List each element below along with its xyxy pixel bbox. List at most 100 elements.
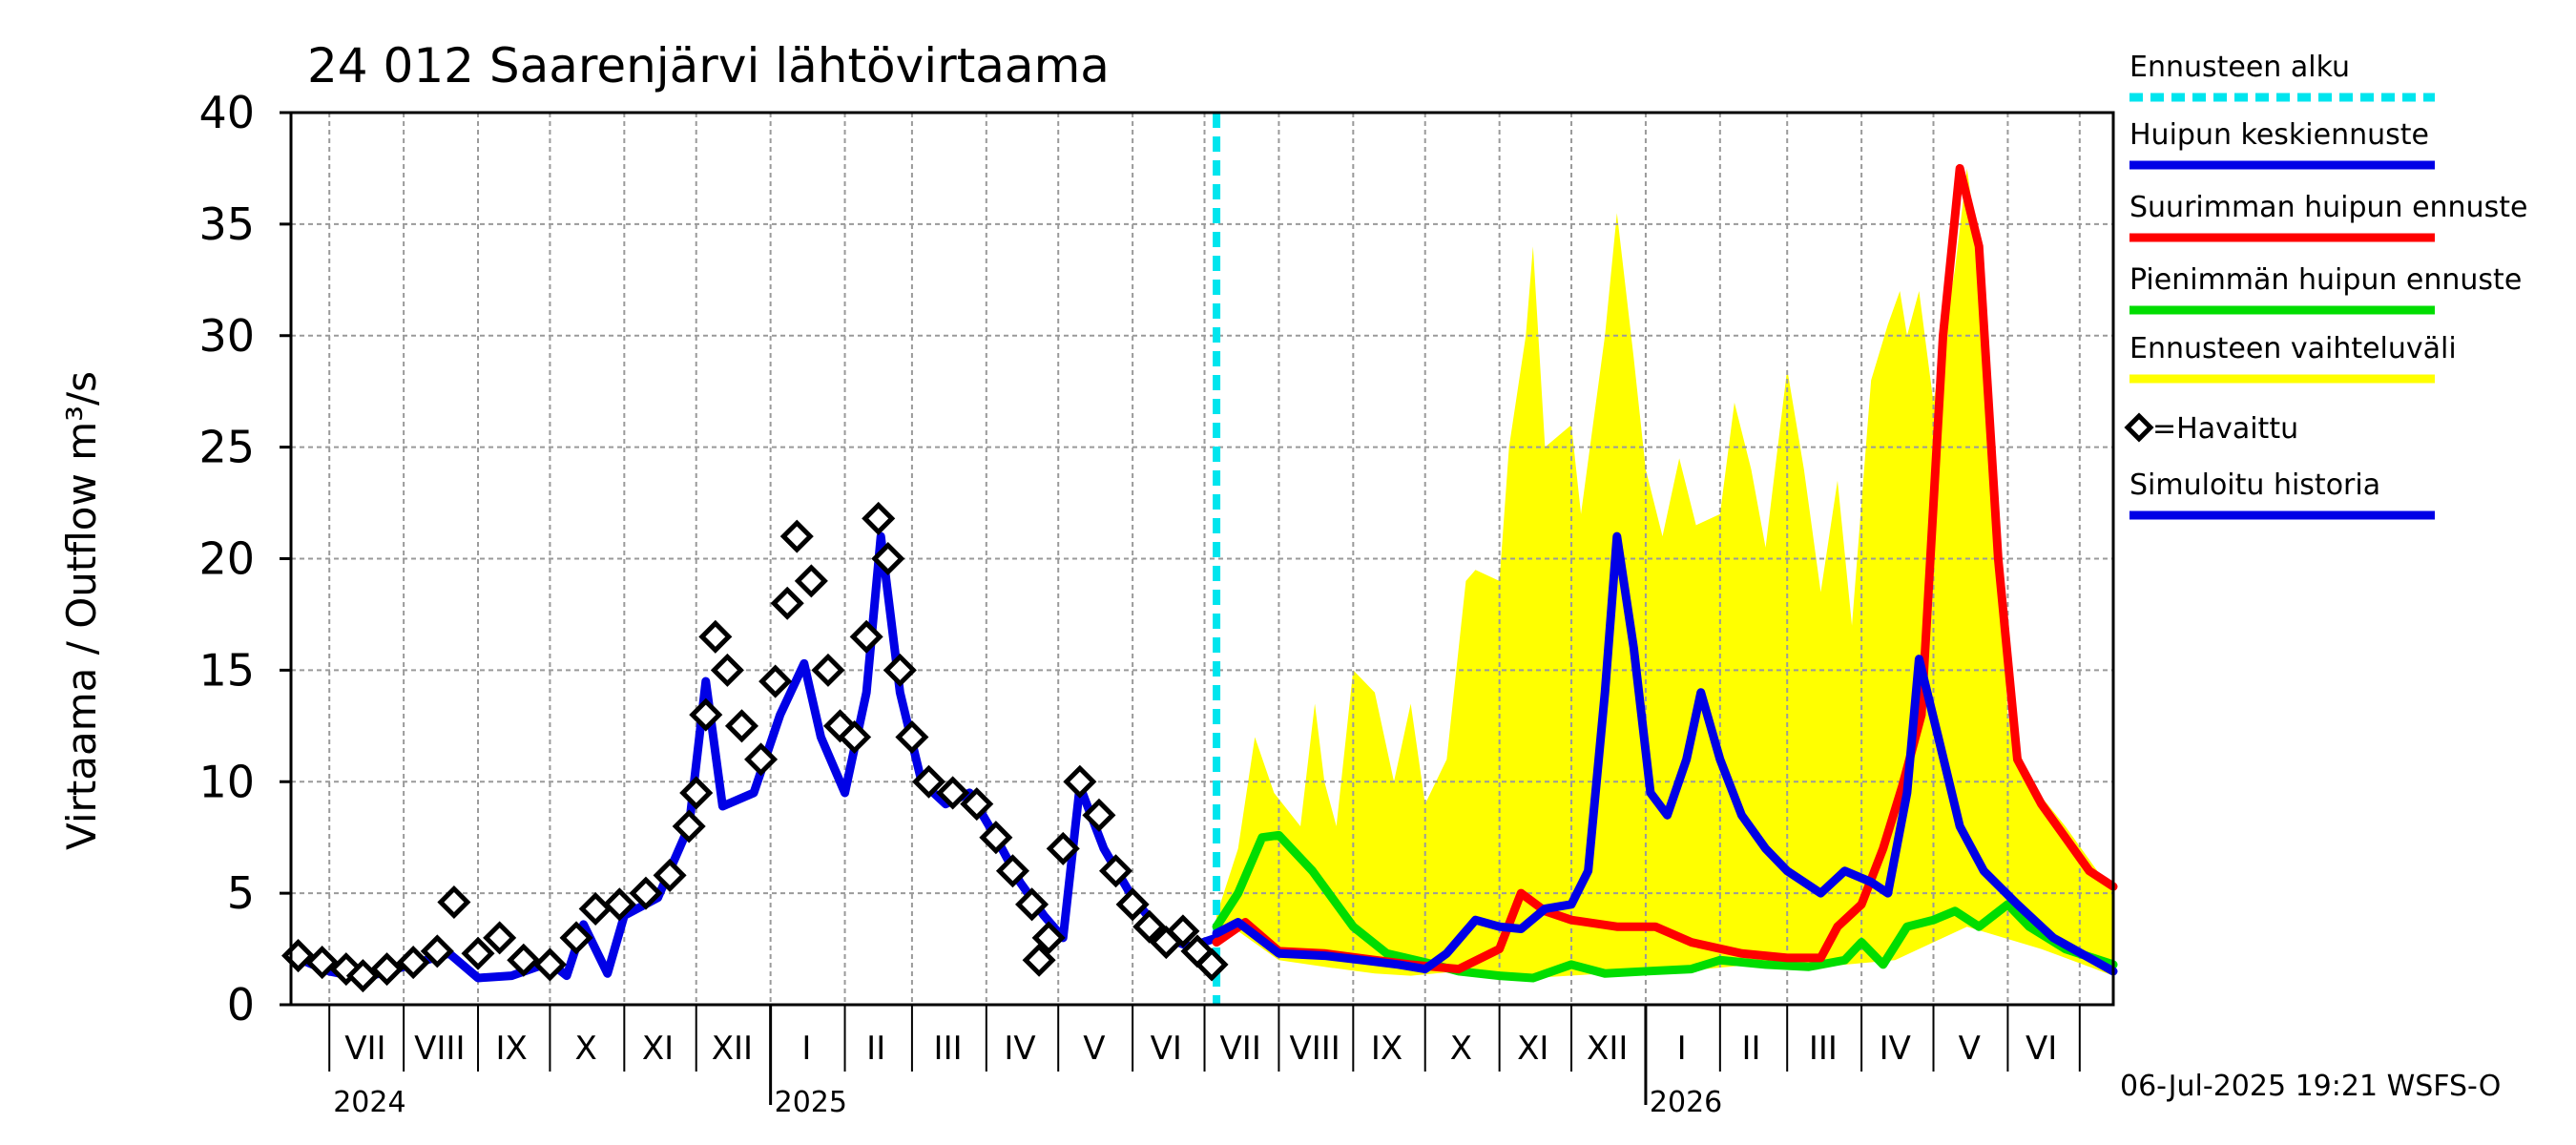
x-month-label: VII [344, 1030, 385, 1068]
observed-point [305, 946, 340, 980]
observed-point [1082, 798, 1116, 832]
observed-point [960, 787, 994, 822]
x-month-label: XI [642, 1030, 674, 1068]
y-tick-label: 25 [198, 422, 255, 473]
observed-point [724, 709, 759, 743]
observed-point [507, 943, 541, 977]
x-month-label: VIII [414, 1030, 465, 1068]
forecast-range-area [1216, 168, 2113, 978]
x-year-label: 2025 [775, 1086, 847, 1119]
observed-point [995, 854, 1029, 888]
observed-point [911, 764, 946, 799]
observed-point [1166, 914, 1200, 948]
x-month-label: IV [1004, 1030, 1035, 1068]
x-month-label: II [866, 1030, 885, 1068]
observed-point [871, 541, 905, 576]
x-month-label: III [934, 1030, 963, 1068]
observed-markers [281, 501, 1229, 993]
observed-point [461, 936, 495, 970]
observed-point [420, 934, 454, 968]
x-month-label: X [574, 1030, 596, 1068]
observed-point [710, 653, 744, 687]
observed-point [862, 501, 896, 535]
chart-title: 24 012 Saarenjärvi lähtövirtaama [307, 38, 1110, 94]
legend-label: Pienimmän huipun ennuste [2129, 263, 2522, 297]
observed-point [698, 619, 733, 654]
observed-point [345, 959, 380, 993]
series-line-pienimm-n-huipun-ennuste [1212, 830, 2118, 983]
observed-point [369, 952, 405, 987]
observed-point [602, 887, 636, 922]
x-month-label: XII [1587, 1030, 1628, 1068]
timestamp-footer: 06-Jul-2025 19:21 WSFS-O [2120, 1070, 2501, 1103]
forecast-range-band [1216, 168, 2113, 978]
observed-point [779, 519, 814, 553]
observed-point [672, 809, 706, 843]
x-year-label: 2026 [1650, 1086, 1722, 1119]
x-month-label: IV [1880, 1030, 1911, 1068]
observed-point [1022, 943, 1056, 977]
legend-label: Suurimman huipun ennuste [2129, 191, 2527, 224]
x-month-label: I [1677, 1030, 1687, 1068]
x-month-label: V [1083, 1030, 1105, 1068]
x-month-label: I [801, 1030, 811, 1068]
series-line-huipun-keskiennuste [1212, 531, 2118, 976]
observed-point [936, 776, 970, 810]
series-lines [286, 113, 2118, 1005]
legend-label: Ennusteen vaihteluväli [2129, 332, 2457, 365]
legend-label: Simuloitu historia [2129, 468, 2380, 502]
observed-point [1132, 909, 1167, 944]
observed-point [437, 885, 471, 920]
plot-frame [289, 111, 2115, 1007]
x-month-label: IX [1371, 1030, 1402, 1068]
observed-point [578, 891, 613, 926]
legend-label: =Havaittu [2152, 412, 2298, 446]
x-year-label: 2024 [333, 1086, 405, 1119]
observed-point [895, 719, 929, 755]
observed-point [838, 719, 872, 755]
observed-point [883, 653, 917, 687]
observed-point [744, 742, 779, 777]
observed-point [979, 821, 1013, 855]
y-tick-label: 0 [227, 979, 255, 1030]
observed-point [559, 921, 593, 955]
observed-point [811, 653, 845, 687]
observed-point [1098, 854, 1133, 888]
x-month-label: X [1450, 1030, 1472, 1068]
x-month-label: II [1741, 1030, 1760, 1068]
x-month-label: VI [2025, 1030, 2057, 1068]
x-month-label: IX [496, 1030, 528, 1068]
legend: Ennusteen alku Huipun keskiennuste Suurimm… [2124, 51, 2527, 520]
observed-point [679, 776, 714, 810]
observed-point [1115, 887, 1150, 922]
grid [291, 113, 2113, 1005]
observed-point [1031, 921, 1066, 955]
x-month-label: V [1959, 1030, 1981, 1068]
legend-marker [2124, 412, 2154, 443]
observed-point [770, 586, 804, 620]
observed-point [849, 619, 883, 654]
y-tick-label: 35 [198, 198, 255, 250]
observed-point [1015, 887, 1049, 922]
x-month-label: VIII [1289, 1030, 1340, 1068]
observed-point [629, 876, 663, 910]
x-month-label: XI [1517, 1030, 1548, 1068]
observed-point [758, 664, 793, 698]
y-tick-label: 40 [198, 87, 255, 138]
observed-point [532, 947, 567, 982]
observed-point [1046, 831, 1080, 865]
y-tick-label: 15 [198, 644, 255, 696]
observed-point [396, 946, 430, 980]
legend-label: Huipun keskiennuste [2129, 118, 2429, 152]
y-tick-label: 10 [198, 756, 255, 807]
legend-label: Ennusteen alku [2129, 51, 2350, 84]
x-month-label: XII [712, 1030, 753, 1068]
observed-point [689, 697, 723, 732]
y-tick-label: 20 [198, 533, 255, 585]
x-month-label: III [1809, 1030, 1838, 1068]
x-month-label: VI [1151, 1030, 1182, 1068]
observed-point [794, 564, 828, 598]
x-month-label: VII [1220, 1030, 1261, 1068]
